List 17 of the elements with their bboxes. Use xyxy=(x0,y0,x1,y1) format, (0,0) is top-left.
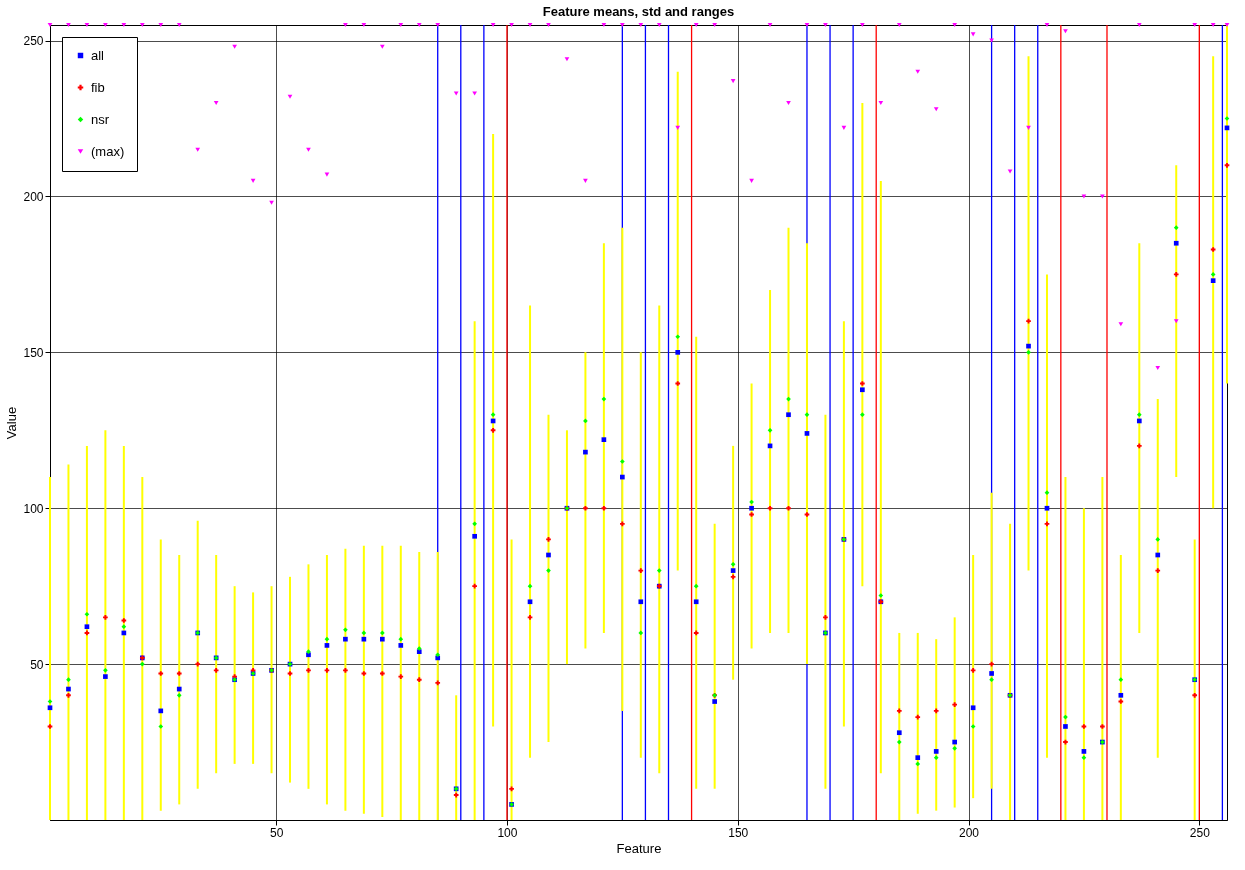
x-axis-title: Feature xyxy=(616,840,662,856)
legend-label: all xyxy=(91,47,105,63)
chart-title: Feature means, std and ranges xyxy=(542,3,735,19)
legend-label: (max) xyxy=(91,143,125,159)
x-tick-label: 150 xyxy=(728,825,749,840)
x-tick-label: 100 xyxy=(497,825,518,840)
x-tick-label: 50 xyxy=(269,825,284,840)
legend-label: fib xyxy=(91,79,105,95)
y-tick-label: 100 xyxy=(23,501,44,516)
y-tick-label: 250 xyxy=(23,34,44,49)
y-tick-label: 200 xyxy=(23,189,44,204)
y-tick-label: 50 xyxy=(30,657,44,672)
y-tick-label: 150 xyxy=(23,345,44,360)
legend-label: nsr xyxy=(91,111,110,127)
y-axis-title: Value xyxy=(4,406,20,440)
x-tick-label: 200 xyxy=(959,825,980,840)
x-tick-label: 250 xyxy=(1189,825,1211,840)
